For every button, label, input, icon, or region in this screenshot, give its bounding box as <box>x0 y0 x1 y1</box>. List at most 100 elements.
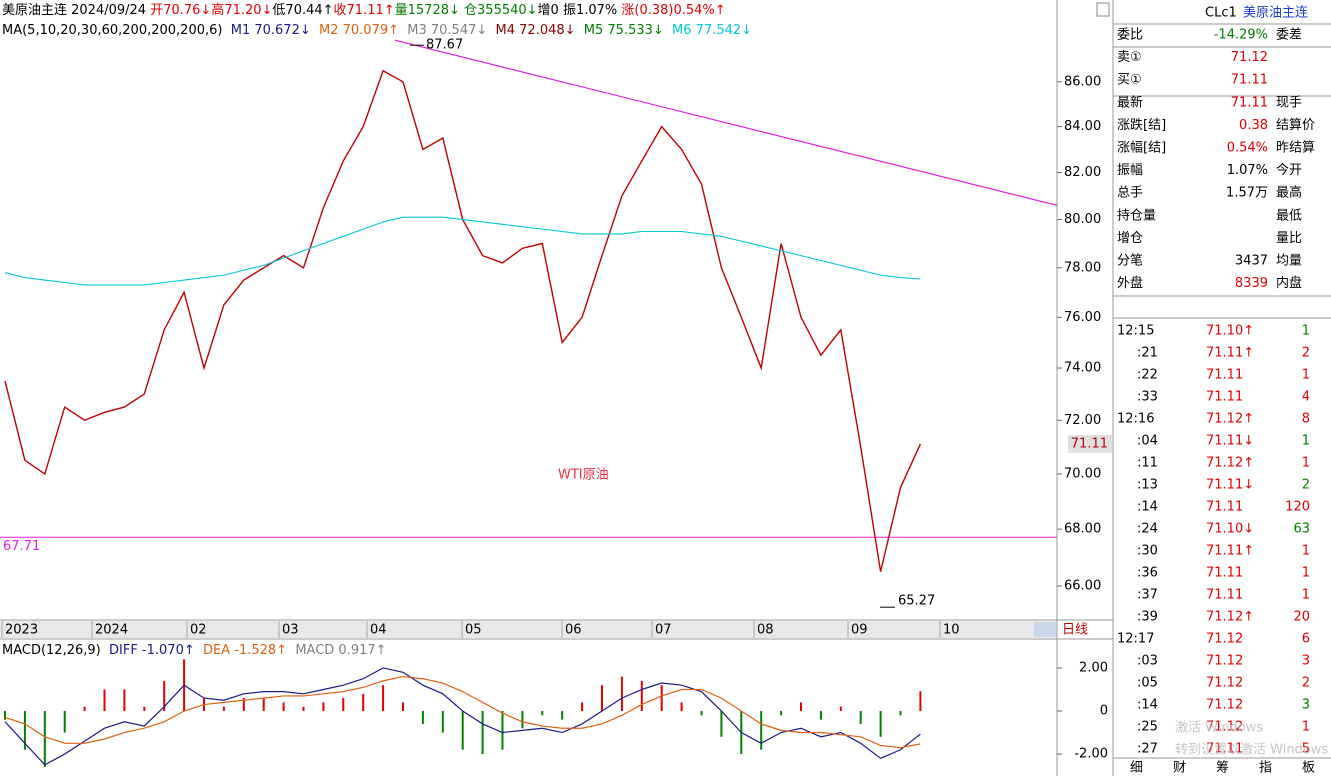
last-price-box <box>1068 434 1112 453</box>
trade-time: :33 <box>1137 390 1158 405</box>
quote-label: 委差 <box>1276 28 1302 43</box>
trade-volume: 1 <box>1302 720 1310 735</box>
trade-volume: 120 <box>1285 500 1310 515</box>
macd-bar <box>242 698 245 712</box>
quote-label: 现手 <box>1276 95 1302 110</box>
trade-volume: 20 <box>1293 610 1310 625</box>
x-tick-label: 04 <box>370 623 387 638</box>
trade-volume: 3 <box>1302 698 1310 713</box>
text-segment: M4 72.048↓ <box>487 23 575 38</box>
panel-tab[interactable]: 财 <box>1173 761 1186 776</box>
panel-tab[interactable]: 板 <box>1302 761 1315 776</box>
panel-tab[interactable]: 筹 <box>1216 760 1229 776</box>
quote-value: -14.29% <box>1214 28 1268 43</box>
macd-bar <box>262 698 265 712</box>
macd-legend: MACD(12,26,9) DIFF -1.070↑ DEA -1.528↑ M… <box>2 643 387 658</box>
macd-bar <box>362 693 365 712</box>
scroll-thumb[interactable] <box>1034 622 1056 637</box>
y-tick-label: 80.00 <box>1064 212 1101 227</box>
quote-value: 8339 <box>1235 276 1268 291</box>
trade-price: 71.12 <box>1206 698 1243 713</box>
panel-tab[interactable]: 指 <box>1259 761 1272 776</box>
trade-price: 71.12 <box>1206 654 1243 669</box>
macd-bar <box>382 685 385 712</box>
trade-time: :37 <box>1137 588 1158 603</box>
macd-bar <box>581 702 584 712</box>
symbol-name: 美原油主连 <box>1243 5 1308 21</box>
macd-bar <box>23 711 26 750</box>
macd-bar <box>63 711 66 733</box>
quote-value: 0.54% <box>1227 141 1268 156</box>
macd-line <box>4 675 921 749</box>
x-tick-label: 10 <box>943 623 960 638</box>
y-tick-label: 86.00 <box>1064 74 1101 89</box>
macd-bar <box>601 685 603 712</box>
trade-volume: 1 <box>1302 324 1310 339</box>
quote-value: 1.57万 <box>1226 186 1268 201</box>
text-segment: 高71.20↓ <box>211 2 272 18</box>
trade-volume: 2 <box>1302 346 1310 361</box>
macd-bar <box>720 711 723 737</box>
trade-volume: 4 <box>1302 390 1310 405</box>
panel-tab[interactable]: 细 <box>1130 761 1143 776</box>
trade-price: 71.12↑ <box>1206 456 1254 471</box>
trade-price: 71.11↓ <box>1206 434 1254 449</box>
macd-bar <box>899 711 902 716</box>
macd-bar <box>879 711 882 737</box>
text-segment: M5 75.533↓ <box>576 23 664 38</box>
chart-title: WTI原油 <box>558 468 609 483</box>
text-segment: DEA -1.528↑ <box>195 643 287 658</box>
macd-bar <box>222 706 225 712</box>
x-tick-label: 2024 <box>95 623 128 638</box>
x-tick-label: 02 <box>190 623 207 638</box>
macd-bar <box>680 702 683 712</box>
quote-value: 1.07% <box>1227 163 1268 178</box>
quote-label: 最新 <box>1117 94 1143 110</box>
y-tick-label: 66.00 <box>1064 578 1101 593</box>
macd-bar <box>103 689 106 712</box>
trade-volume: 6 <box>1302 632 1310 647</box>
text-segment: 收71.11↑ <box>334 3 395 18</box>
x-tick-label: 06 <box>565 623 582 638</box>
trade-time: :39 <box>1137 610 1158 625</box>
trade-volume: 1 <box>1302 588 1310 603</box>
watermark: 转到设置以激活 Windows <box>1175 743 1328 758</box>
macd-bar <box>660 685 663 712</box>
y-tick-label: 2.00 <box>1079 660 1108 675</box>
macd-bar <box>859 711 862 724</box>
macd-bar <box>461 711 464 750</box>
quote-label: 涨幅[结] <box>1117 141 1166 156</box>
period-tab[interactable]: 日线 <box>1062 623 1088 638</box>
trade-price: 71.11↑ <box>1206 346 1254 361</box>
macd-bar <box>481 711 484 755</box>
text-segment: MA(5,10,20,30,60,200,200,200,6) <box>2 23 222 38</box>
trade-volume: 1 <box>1302 456 1310 471</box>
x-tick-label: 09 <box>851 623 868 638</box>
trade-price: 71.10↓ <box>1206 522 1254 537</box>
quote-label: 买① <box>1117 73 1142 88</box>
macd-bar <box>700 711 703 716</box>
quote-value: 71.11 <box>1231 73 1268 88</box>
macd-bar <box>839 706 842 712</box>
quote-label: 内盘 <box>1276 275 1302 291</box>
quote-value: 3437 <box>1235 254 1268 269</box>
y-tick-label: 82.00 <box>1064 165 1101 180</box>
trade-price: 71.11 <box>1206 368 1243 383</box>
text-segment: 美原油主连 2024/09/24 <box>2 2 150 18</box>
trade-price: 71.11 <box>1206 500 1243 515</box>
macd-bar <box>123 689 126 712</box>
quote-label: 分笔 <box>1117 253 1143 269</box>
y-tick-label: 84.00 <box>1064 119 1101 134</box>
macd-bar <box>163 680 166 712</box>
trade-price: 71.12↑ <box>1206 610 1254 625</box>
macd-bar <box>760 711 763 750</box>
panel-toggle[interactable] <box>1096 2 1110 17</box>
trade-volume: 63 <box>1293 522 1310 537</box>
text-segment: 低70.44↑ <box>272 3 333 18</box>
x-tick-label: 05 <box>465 623 482 638</box>
trade-time: :22 <box>1137 368 1158 383</box>
quote-value: 71.12 <box>1231 50 1268 65</box>
quote-label: 总手 <box>1117 186 1143 201</box>
trade-price: 71.11 <box>1206 588 1243 603</box>
text-segment: MACD 0.917↑ <box>287 643 386 658</box>
